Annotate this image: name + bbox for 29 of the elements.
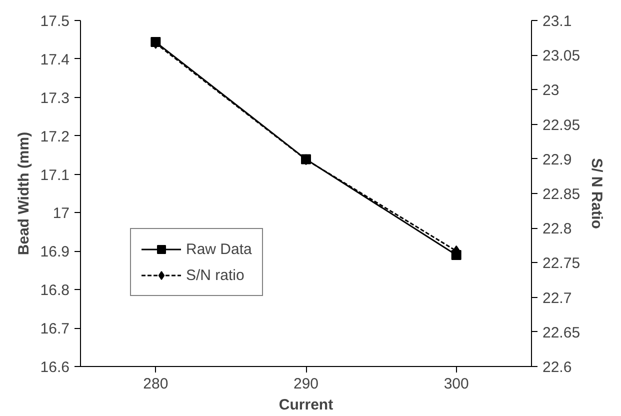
y2-tick-label: 22.95 [542,116,580,134]
y-tick-label: 17.5 [40,13,70,30]
y-tick-label: 17 [52,205,70,222]
y2-tick-label: 22.7 [542,290,572,307]
legend-label: Raw Data [186,240,252,258]
y-tick-label: 16.9 [40,244,70,261]
legend-label: S/N ratio [186,266,244,284]
y2-tick-label: 23 [542,82,560,100]
y-tick-label: 17.2 [40,128,70,146]
y-axis-title: Bead Width (mm) [15,132,32,256]
y2-tick-label: 22.75 [542,255,580,272]
y-tick-label: 17.1 [40,166,70,184]
y2-tick-label: 22.8 [542,220,572,238]
x-tick-label: 290 [293,376,319,392]
y2-axis-title: S/ N Ratio [588,158,606,229]
y2-tick-label: 23.1 [542,13,572,30]
y2-tick-label: 22.9 [542,151,572,168]
y-tick-label: 17.3 [40,90,70,107]
y2-tick-label: 22.85 [542,186,580,203]
x-axis-title: Current [278,396,334,414]
x-tick-label: 300 [444,376,469,392]
y-tick-label: 16.7 [40,320,70,338]
y-tick-label: 16.8 [40,282,70,300]
x-tick-label: 280 [143,376,168,392]
y2-tick-label: 22.6 [542,359,572,376]
y2-tick-label: 22.65 [542,324,580,342]
y-tick-label: 16.6 [40,359,70,376]
y-tick-label: 17.4 [40,51,70,68]
y2-tick-label: 23.05 [542,48,580,65]
